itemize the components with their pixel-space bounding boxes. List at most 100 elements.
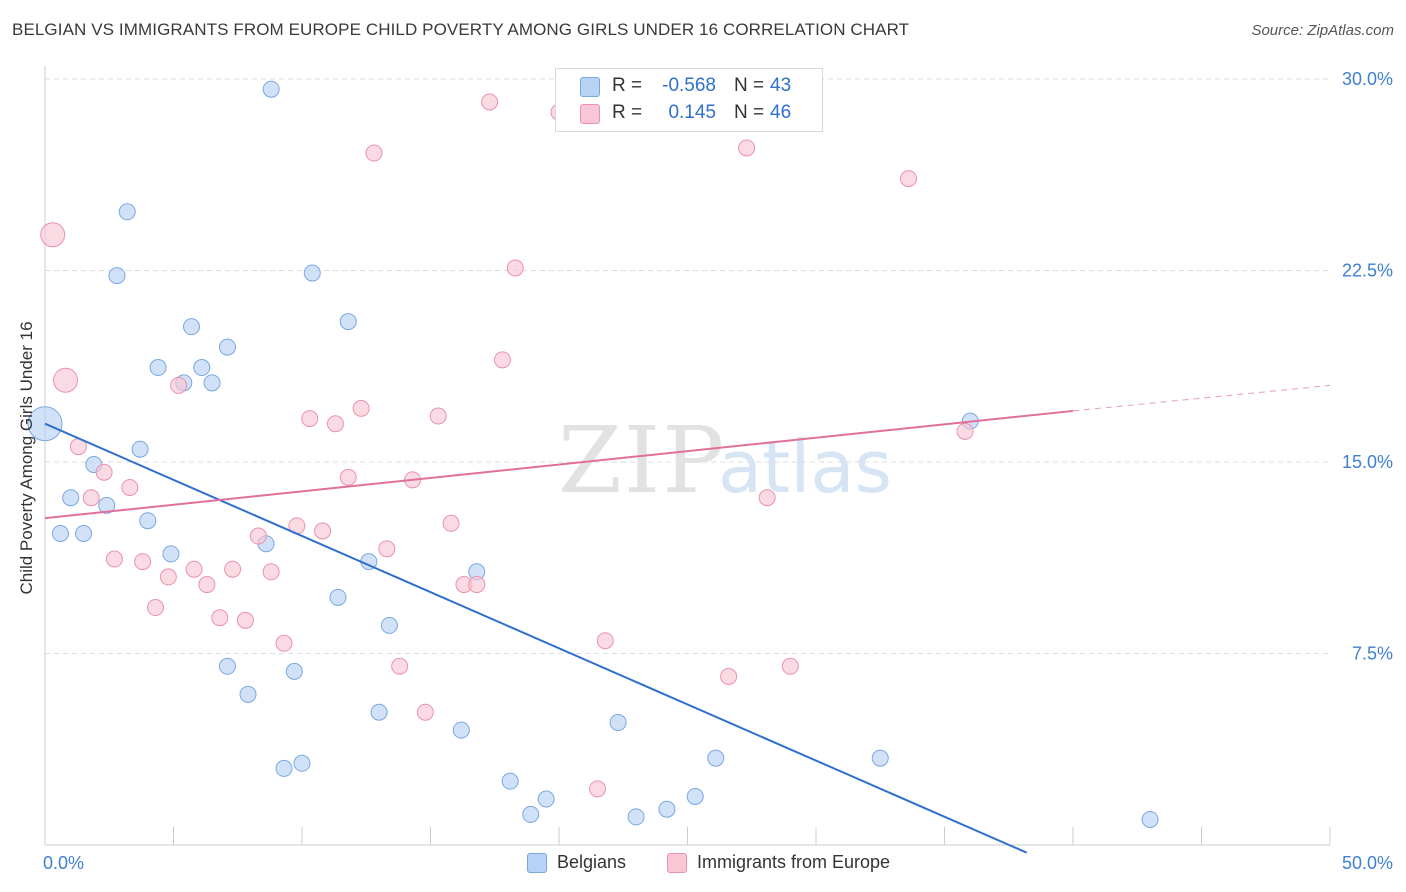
belgian-point	[182, 318, 200, 336]
y-axis-label: Child Poverty Among Girls Under 16	[17, 321, 36, 594]
belgian-point	[239, 685, 257, 703]
europe-legend-swatch	[667, 853, 687, 873]
belgian-point	[98, 496, 116, 514]
y-tick-label: 30.0%	[1342, 69, 1393, 89]
belgian-point	[218, 657, 236, 675]
belgian-point	[118, 203, 136, 221]
europe-point	[95, 463, 113, 481]
belgian-point	[293, 754, 311, 772]
belgian-point	[380, 616, 398, 634]
europe-point	[442, 514, 460, 532]
belgian-point	[707, 749, 725, 767]
europe-point	[481, 93, 499, 111]
tick-labels: 7.5% 15.0% 22.5% 30.0% 0.0% 50.0%	[43, 69, 1393, 873]
correlation-legend: R = -0.568 N = 43 R = 0.145 N = 46	[555, 68, 823, 132]
belgian-point	[686, 787, 704, 805]
axes	[44, 66, 1331, 846]
europe-point	[596, 632, 614, 650]
belgian-point	[275, 759, 293, 777]
europe-point	[352, 399, 370, 417]
europe-point	[326, 415, 344, 433]
europe-points	[40, 93, 974, 798]
x-tick-label: 50.0%	[1342, 853, 1393, 873]
europe-point	[956, 422, 974, 440]
europe-point	[185, 560, 203, 578]
europe-point	[365, 144, 383, 162]
belgian-point	[522, 805, 540, 823]
europe-point	[159, 568, 177, 586]
watermark: ZIP atlas	[558, 407, 892, 514]
belgian-point	[285, 662, 303, 680]
europe-point	[781, 657, 799, 675]
belgian-point	[609, 713, 627, 731]
europe-point	[121, 479, 139, 497]
belgian-point	[203, 374, 221, 392]
belgian-point	[218, 338, 236, 356]
europe-point	[82, 489, 100, 507]
europe-point	[211, 609, 229, 627]
belgian-point	[501, 772, 519, 790]
belgian-point	[131, 440, 149, 458]
belgian-point	[303, 264, 321, 282]
europe-point	[262, 563, 280, 581]
n-label: N =	[734, 75, 765, 96]
europe-point	[314, 522, 332, 540]
r-label: R =	[612, 102, 643, 123]
europe-point	[738, 139, 756, 157]
europe-point	[416, 703, 434, 721]
chart-title: BELGIAN VS IMMIGRANTS FROM EUROPE CHILD …	[12, 20, 910, 39]
europe-point	[758, 489, 776, 507]
europe-point	[900, 170, 918, 188]
n-label: N =	[734, 102, 765, 123]
y-tick-label: 15.0%	[1342, 452, 1393, 472]
y-tick-label: 22.5%	[1342, 261, 1393, 281]
r-value: -0.568	[662, 75, 716, 96]
belgian-point	[139, 512, 157, 530]
europe-point	[275, 634, 293, 652]
belgian-point	[193, 359, 211, 377]
europe-point	[40, 222, 66, 248]
europe-point	[589, 780, 607, 798]
watermark-zip: ZIP	[558, 407, 726, 514]
source-label: Source: ZipAtlas.com	[1251, 22, 1394, 39]
europe-point	[105, 550, 123, 568]
europe-point	[429, 407, 447, 425]
europe-point	[301, 410, 319, 428]
europe-point	[506, 259, 524, 277]
x-tick-label: 0.0%	[43, 853, 84, 873]
belgian-point	[370, 703, 388, 721]
europe-point	[468, 576, 486, 594]
europe-point	[53, 367, 79, 393]
europe-point	[378, 540, 396, 558]
watermark-atlas: atlas	[718, 425, 892, 509]
r-value: 0.145	[668, 102, 716, 123]
belgian-point	[162, 545, 180, 563]
belgian-point	[51, 524, 69, 542]
europe-point	[339, 468, 357, 486]
belgian-point	[329, 588, 347, 606]
europe-point	[249, 527, 267, 545]
europe-point	[134, 553, 152, 571]
belgian-point	[339, 313, 357, 331]
y-tick-label: 7.5%	[1352, 644, 1393, 664]
belgian-swatch	[580, 77, 600, 97]
belgian-point	[108, 267, 126, 285]
europe-point	[391, 657, 409, 675]
belgian-point	[1141, 810, 1159, 828]
n-value: 46	[770, 102, 792, 123]
belgian-legend-swatch	[527, 853, 547, 873]
europe-trend-line	[44, 409, 1074, 520]
belgian-point	[537, 790, 555, 808]
belgian-point	[658, 800, 676, 818]
belgian-point	[149, 359, 167, 377]
trend-lines	[44, 384, 1331, 854]
belgian-legend-label: Belgians	[557, 852, 627, 872]
europe-point	[198, 576, 216, 594]
belgian-point	[75, 524, 93, 542]
belgian-point	[452, 721, 470, 739]
belgian-point	[62, 489, 80, 507]
belgian-point	[262, 80, 280, 98]
belgian-point	[871, 749, 889, 767]
europe-point	[493, 351, 511, 369]
